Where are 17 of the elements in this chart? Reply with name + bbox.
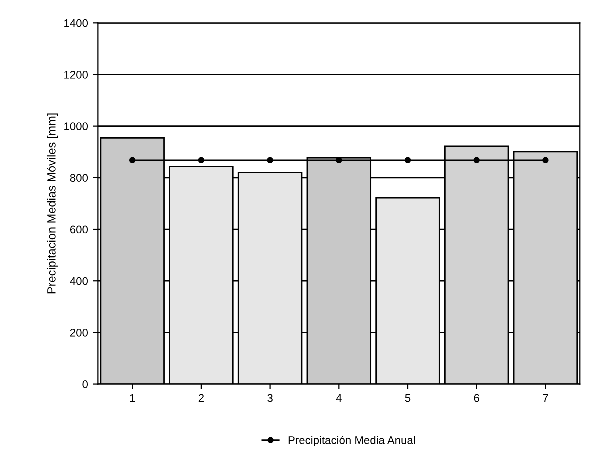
legend-label: Precipitación Media Anual [288,436,416,447]
y-tick-label: 1200 [64,71,88,79]
x-tick-label: 3 [268,394,273,402]
y-tick-label: 1000 [64,122,88,130]
y-axis-title: Precipitacion Medias Móviles [mm] [47,114,58,294]
x-tick-label: 5 [405,394,411,402]
x-tick-label: 4 [336,394,342,402]
x-tick-label: 7 [543,394,548,402]
y-tick-label: 1400 [64,19,88,28]
x-tick-label: 1 [130,394,136,402]
y-tick-label: 400 [70,277,88,286]
x-tick-label: 6 [474,394,480,402]
y-tick-label: 0 [82,380,88,388]
y-tick-label: 800 [70,174,88,182]
x-tick-label: 2 [198,394,204,402]
y-tick-label: 600 [70,226,88,234]
y-tick-label: 200 [70,328,88,337]
